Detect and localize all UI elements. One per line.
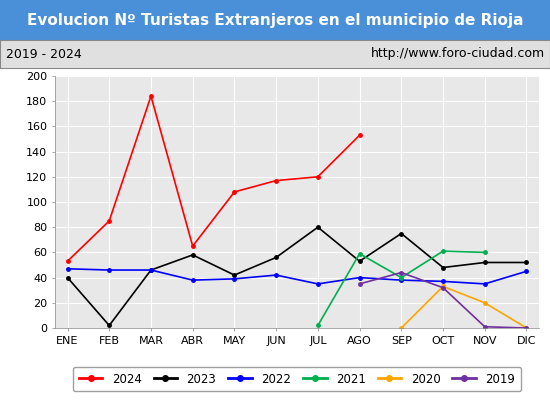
Text: http://www.foro-ciudad.com: http://www.foro-ciudad.com: [370, 48, 544, 60]
Text: Evolucion Nº Turistas Extranjeros en el municipio de Rioja: Evolucion Nº Turistas Extranjeros en el …: [27, 12, 523, 28]
Text: 2019 - 2024: 2019 - 2024: [6, 48, 81, 60]
Legend: 2024, 2023, 2022, 2021, 2020, 2019: 2024, 2023, 2022, 2021, 2020, 2019: [73, 367, 521, 392]
